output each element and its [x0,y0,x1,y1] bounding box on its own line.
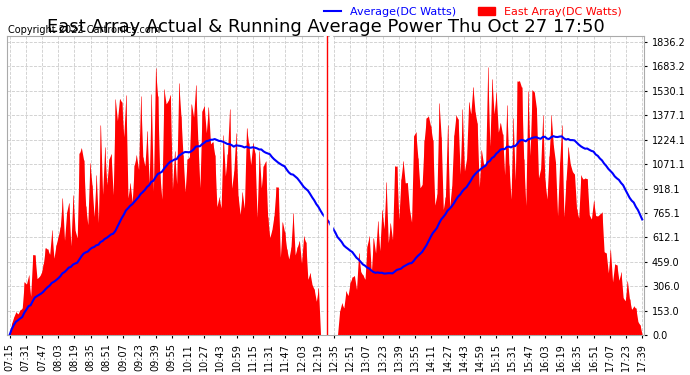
Legend: Average(DC Watts), East Array(DC Watts): Average(DC Watts), East Array(DC Watts) [320,3,626,22]
Text: Copyright 2022 Cartronics.com: Copyright 2022 Cartronics.com [8,25,160,34]
Title: East Array Actual & Running Average Power Thu Oct 27 17:50: East Array Actual & Running Average Powe… [47,18,604,36]
